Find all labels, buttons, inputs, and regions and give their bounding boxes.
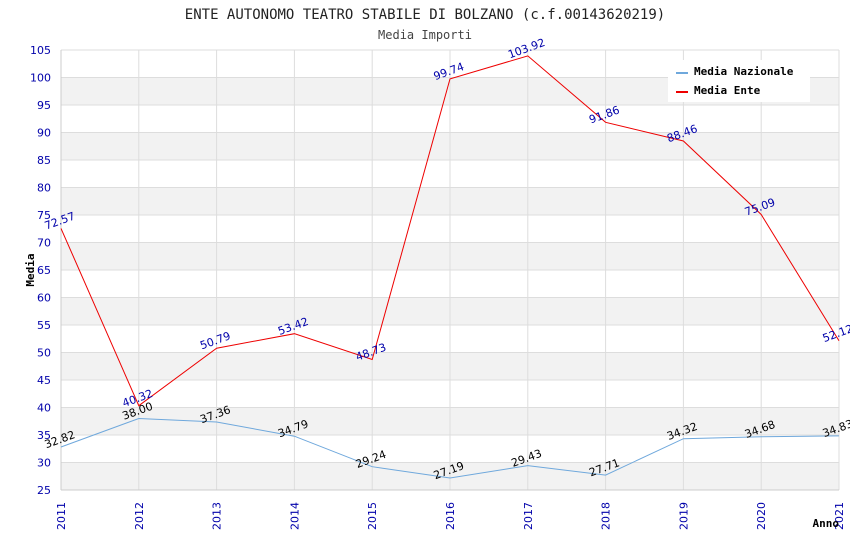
x-tick-label: 2013	[211, 502, 224, 530]
y-tick-label: 105	[30, 44, 51, 57]
y-tick-label: 25	[37, 484, 51, 497]
x-tick-label: 2020	[755, 502, 768, 530]
x-axis-label: Anno	[813, 517, 840, 530]
x-tick-label: 2021	[833, 502, 846, 530]
series-line-nazionale	[60, 417, 840, 479]
series-line-ente	[60, 55, 840, 407]
legend: Media Nazionale Media Ente	[668, 60, 810, 102]
x-tick-label: 2012	[133, 502, 146, 530]
y-tick-label: 60	[37, 292, 51, 305]
y-tick-label: 70	[37, 237, 51, 250]
y-tick-label: 80	[37, 182, 51, 195]
x-tick-label: 2011	[55, 502, 68, 530]
chart-title: ENTE AUTONOMO TEATRO STABILE DI BOLZANO …	[185, 7, 665, 23]
y-tick-label: 85	[37, 154, 51, 167]
x-ticks: 2011 2012 2013 2014 2015 2016 2017 2018 2019 2020…	[55, 502, 846, 530]
x-tick-label: 2017	[522, 502, 535, 530]
y-tick-label: 40	[37, 402, 51, 415]
x-tick-label: 2014	[288, 502, 301, 530]
y-tick-label: 95	[37, 99, 51, 112]
y-tick-label: 90	[37, 127, 51, 140]
chart-subtitle: Media Importi	[378, 28, 472, 42]
y-tick-label: 35	[37, 429, 51, 442]
y-tick-label: 75	[37, 209, 51, 222]
y-tick-label: 45	[37, 374, 51, 387]
y-tick-label: 55	[37, 319, 51, 332]
y-axis-label: Media	[24, 253, 37, 286]
x-tick-label: 2018	[600, 502, 613, 530]
y-tick-label: 30	[37, 457, 51, 470]
axes	[60, 50, 839, 491]
series-group	[60, 55, 840, 479]
legend-box	[668, 60, 810, 102]
data-label: 91.86	[587, 103, 621, 126]
data-label: 52.12	[821, 322, 850, 345]
legend-label-ente: Media Ente	[694, 84, 761, 97]
y-tick-label: 100	[30, 72, 51, 85]
data-label: 103.92	[506, 36, 547, 61]
x-tick-label: 2015	[366, 502, 379, 530]
y-ticks: 25 30 35 40 45 50 55 60 65 70 75 80 85 90 95 100 105	[30, 44, 51, 497]
y-tick-label: 50	[37, 347, 51, 360]
x-tick-label: 2016	[444, 502, 457, 530]
x-tick-label: 2019	[677, 502, 690, 530]
y-tick-label: 65	[37, 264, 51, 277]
legend-label-nazionale: Media Nazionale	[694, 65, 794, 78]
